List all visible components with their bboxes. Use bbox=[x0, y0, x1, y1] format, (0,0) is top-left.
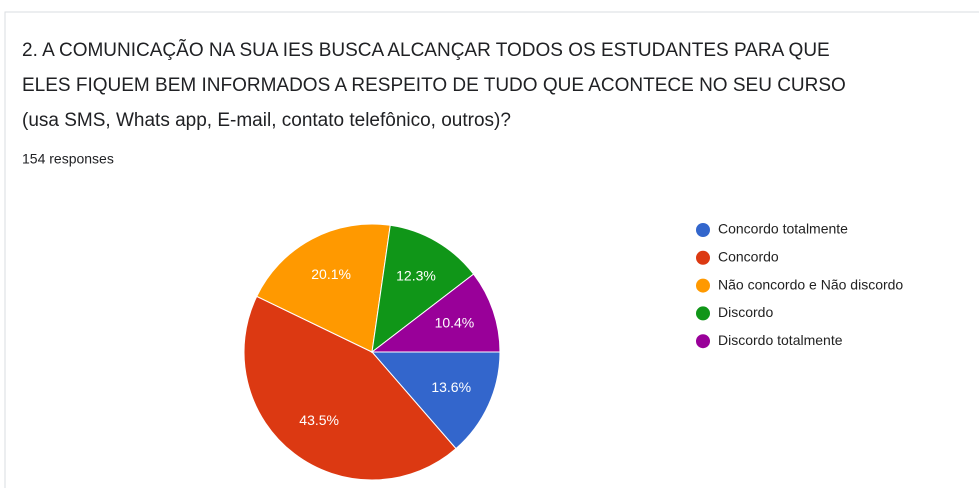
pie-slice bbox=[370, 351, 501, 450]
title-line: 2. A COMUNICAÇÃO NA SUA IES BUSCA ALCANÇ… bbox=[22, 39, 830, 61]
legend-swatch bbox=[696, 223, 710, 237]
legend-label: Não concordo e Não discordo bbox=[718, 276, 903, 292]
card bbox=[4, 11, 979, 493]
slice-label: 12.3% bbox=[396, 268, 436, 284]
pie-slice bbox=[256, 223, 391, 353]
legend-swatch bbox=[696, 334, 710, 349]
pie-slice bbox=[243, 295, 457, 481]
slice-label: 10.4% bbox=[435, 315, 475, 331]
slice-label: 43.5% bbox=[299, 412, 339, 428]
slice-label: 13.6% bbox=[431, 379, 471, 395]
legend-swatch bbox=[696, 278, 710, 293]
legend-swatch bbox=[696, 250, 710, 265]
legend-label: Concordo totalmente bbox=[718, 221, 848, 237]
pie-slice bbox=[370, 273, 501, 353]
legend-label: Discordo bbox=[718, 304, 773, 320]
title-line: ELES FIQUEM BEM INFORMADOS A RESPEITO DE… bbox=[22, 75, 846, 96]
pie-slice bbox=[371, 224, 475, 354]
title-line: (usa SMS, Whats app, E-mail, contato tel… bbox=[22, 110, 511, 131]
slice-label: 20.1% bbox=[311, 266, 351, 282]
legend-swatch bbox=[696, 306, 710, 321]
response-count: 154 responses bbox=[22, 151, 114, 167]
legend-label: Concordo bbox=[718, 249, 779, 265]
legend-label: Discordo totalmente bbox=[718, 332, 843, 348]
